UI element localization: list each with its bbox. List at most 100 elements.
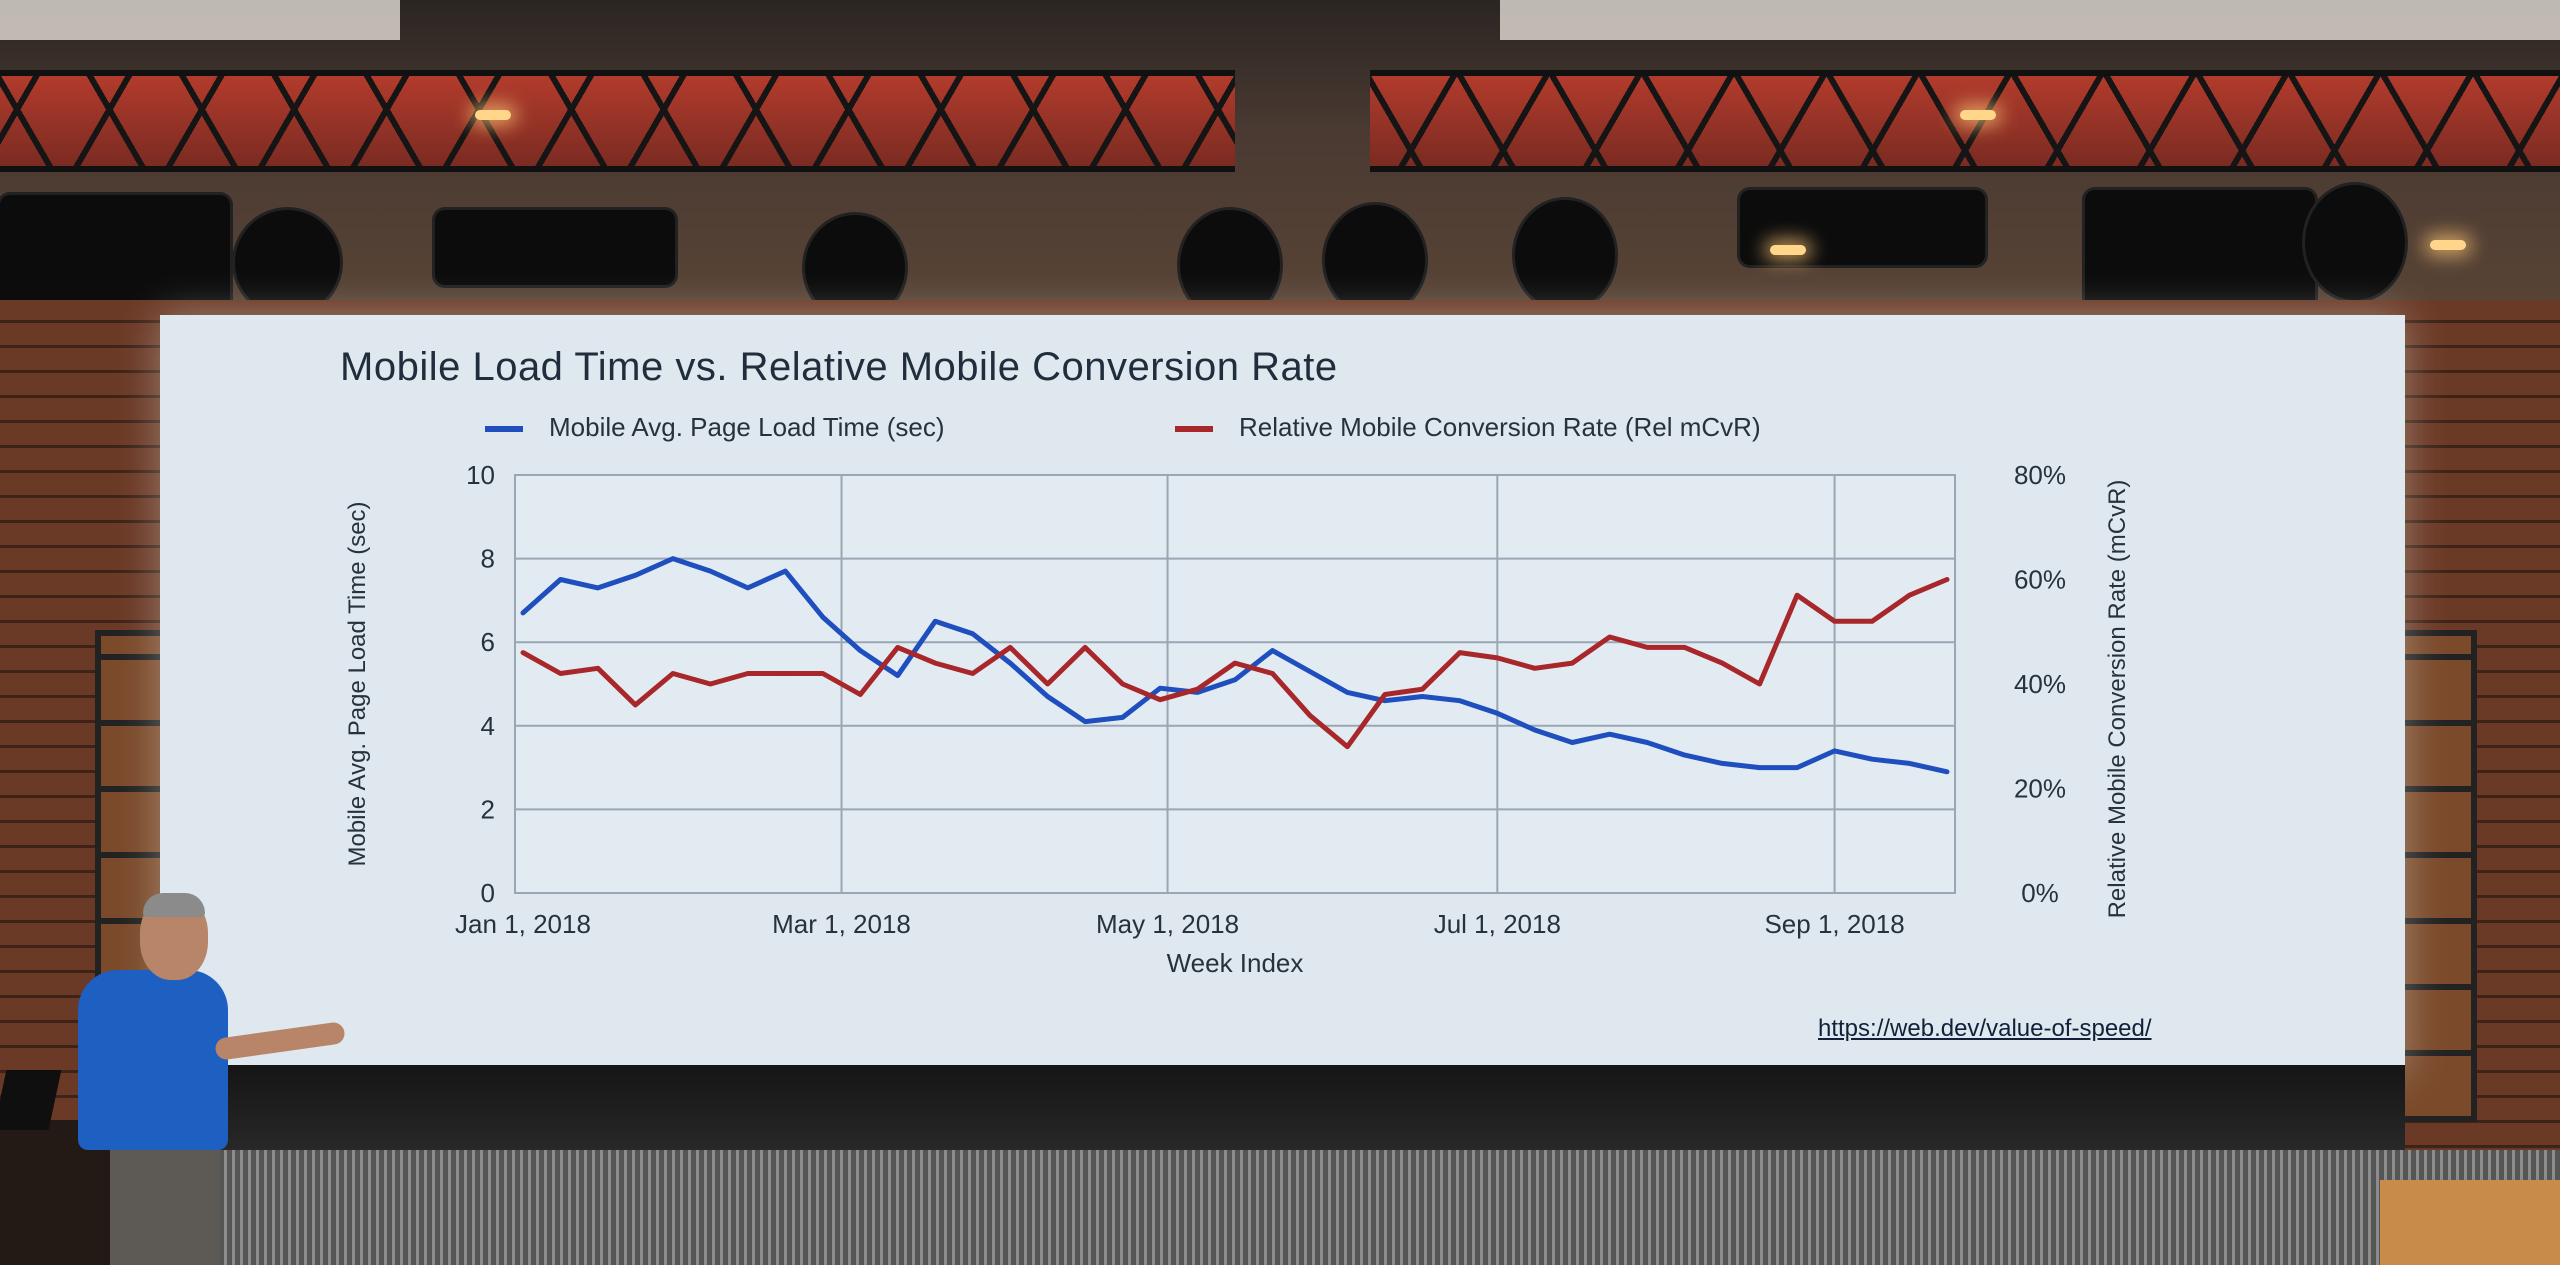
data-point-load-time (708, 569, 712, 573)
data-point-conversion (1345, 745, 1349, 749)
x-axis-label: Week Index (1167, 948, 1304, 978)
data-point-conversion (1758, 682, 1762, 686)
data-point-load-time (746, 586, 750, 590)
lamp-glow (1770, 245, 1806, 255)
data-point-conversion (1158, 698, 1162, 702)
screen-skirt (160, 1065, 2405, 1160)
plot-area (514, 474, 1956, 894)
y-right-tick-label: 60% (2014, 565, 2066, 595)
data-point-conversion (1908, 593, 1912, 597)
data-point-conversion (1720, 661, 1724, 665)
data-point-load-time (596, 586, 600, 590)
data-point-conversion (858, 692, 862, 696)
data-point-load-time (1870, 757, 1874, 761)
data-point-load-time (1046, 695, 1050, 699)
data-point-load-time (1570, 741, 1574, 745)
data-point-load-time (1083, 720, 1087, 724)
data-point-load-time (1720, 761, 1724, 765)
data-point-load-time (633, 573, 637, 577)
data-point-conversion (896, 645, 900, 649)
presenter (78, 970, 228, 1150)
data-point-conversion (1945, 578, 1949, 581)
data-point-load-time (1008, 661, 1012, 665)
data-point-conversion (1570, 661, 1574, 665)
data-point-load-time (1420, 695, 1424, 699)
data-point-load-time (1121, 715, 1125, 719)
data-point-conversion (671, 672, 675, 676)
data-point-conversion (746, 672, 750, 676)
stage-light (2085, 190, 2315, 315)
y-right-axis-label: Relative Mobile Conversion Rate (mCvR) (2104, 480, 2131, 919)
data-point-load-time (1683, 753, 1687, 757)
presenter-legs (110, 1145, 220, 1265)
x-tick-label: Jan 1, 2018 (455, 909, 591, 939)
data-point-conversion (1383, 692, 1387, 696)
legend-swatch-conversion (1175, 426, 1213, 433)
data-point-load-time (1308, 669, 1312, 673)
lighting-truss-right (1370, 70, 2560, 172)
data-point-load-time (1758, 766, 1762, 770)
data-point-load-time (1533, 728, 1537, 732)
x-tick-label: Sep 1, 2018 (1764, 909, 1904, 939)
stage-light (235, 210, 340, 315)
data-point-load-time (971, 632, 975, 636)
data-point-conversion (1458, 651, 1462, 655)
slide-title: Mobile Load Time vs. Relative Mobile Con… (340, 345, 1338, 389)
y-right-tick-label: 80% (2014, 460, 2066, 490)
legend-label-conversion: Relative Mobile Conversion Rate (Rel mCv… (1239, 412, 1761, 442)
data-point-load-time (1833, 749, 1837, 753)
lamp-glow (2430, 240, 2466, 250)
data-point-conversion (708, 682, 712, 686)
data-point-load-time (1345, 690, 1349, 694)
ceiling-panel (0, 0, 400, 40)
data-point-conversion (633, 703, 637, 707)
data-point-load-time (1383, 699, 1387, 703)
data-point-conversion (1833, 619, 1837, 623)
data-point-load-time (1458, 699, 1462, 703)
data-point-load-time (1158, 686, 1162, 690)
data-point-conversion (1121, 682, 1125, 686)
data-point-conversion (1008, 645, 1012, 649)
data-point-load-time (1908, 761, 1912, 765)
ceiling (0, 0, 2560, 330)
data-point-conversion (1046, 682, 1050, 686)
y-left-tick-label: 2 (481, 794, 495, 824)
data-point-conversion (558, 672, 562, 676)
lighting-truss-left (0, 70, 1235, 172)
stage-floor (0, 1150, 2560, 1265)
stage-light (435, 210, 675, 285)
data-point-conversion (1308, 713, 1312, 717)
x-tick-label: Jul 1, 2018 (1434, 909, 1561, 939)
data-point-load-time (1608, 732, 1612, 736)
presenter-hair (143, 893, 205, 917)
data-point-conversion (1270, 672, 1274, 676)
legend-item-conversion: Relative Mobile Conversion Rate (Rel mCv… (1175, 412, 1761, 443)
y-left-tick-label: 8 (481, 544, 495, 574)
data-point-load-time (933, 619, 937, 623)
source-link[interactable]: https://web.dev/value-of-speed/ (1818, 1015, 2152, 1042)
data-point-conversion (1196, 687, 1200, 691)
y-left-tick-label: 4 (481, 711, 495, 741)
stage-light (1325, 205, 1425, 315)
data-point-load-time (1270, 649, 1274, 653)
x-tick-label: Mar 1, 2018 (772, 909, 911, 939)
data-point-load-time (521, 611, 525, 615)
data-point-load-time (1645, 741, 1649, 745)
data-point-conversion (1495, 656, 1499, 660)
stage-light (2305, 185, 2405, 300)
x-tick-label: May 1, 2018 (1096, 909, 1239, 939)
data-point-load-time (783, 569, 787, 573)
y-left-tick-label: 0 (481, 878, 495, 908)
data-point-load-time (558, 578, 562, 581)
data-point-load-time (1495, 711, 1499, 715)
data-point-conversion (1420, 687, 1424, 691)
data-point-load-time (858, 649, 862, 653)
y-left-axis-label: Mobile Avg. Page Load Time (sec) (344, 501, 371, 866)
data-point-conversion (971, 672, 975, 676)
data-point-load-time (1233, 678, 1237, 682)
legend-swatch-load-time (485, 426, 523, 433)
lamp-glow (1960, 110, 1996, 120)
data-point-conversion (1083, 645, 1087, 649)
data-point-conversion (783, 672, 787, 676)
